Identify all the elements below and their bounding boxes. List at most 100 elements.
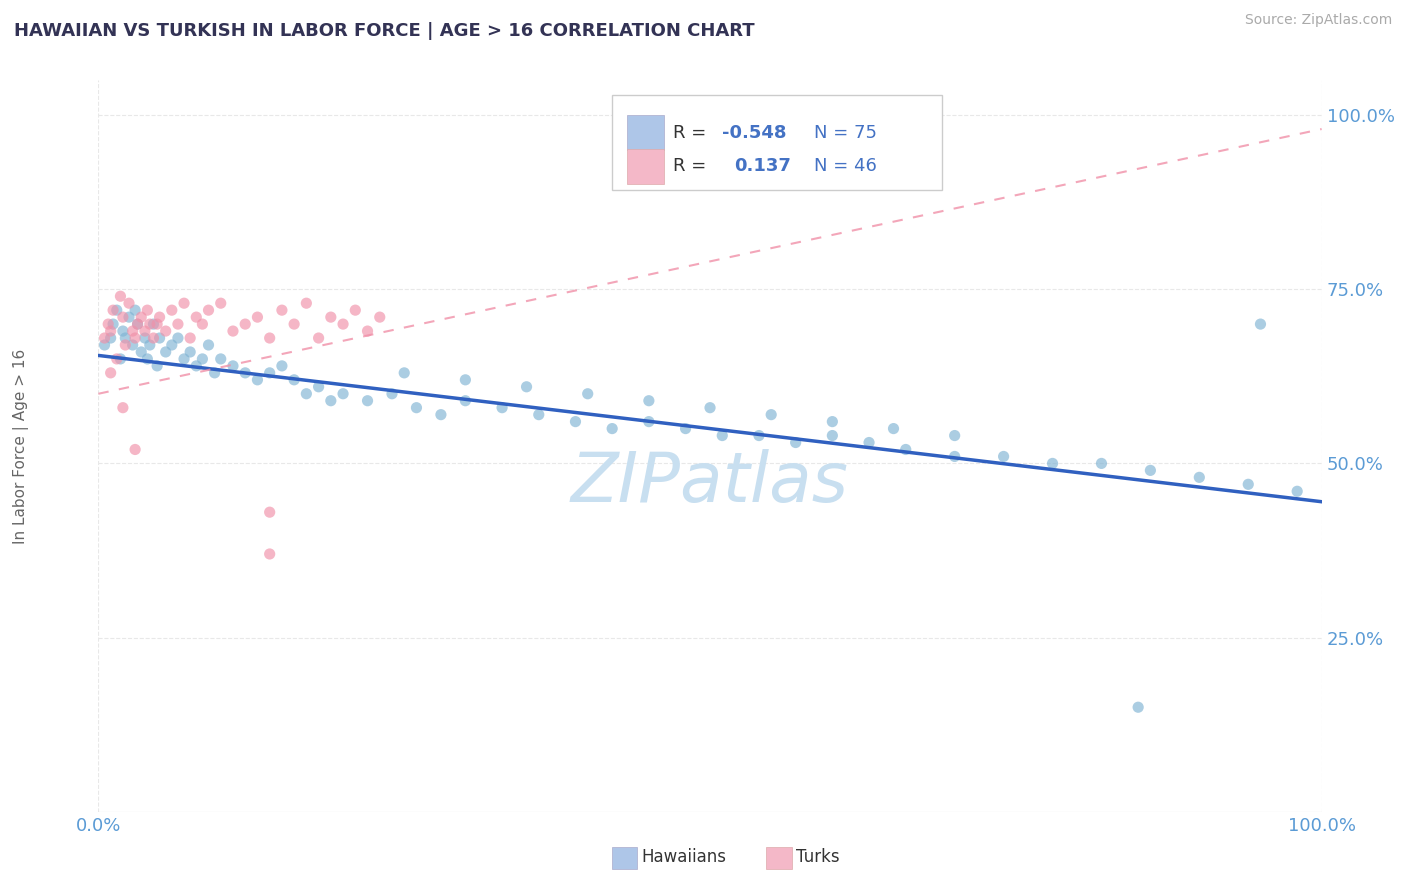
Point (1249, 317, 1271, 331)
Point (295, 296, 318, 310)
Point (93, 331, 115, 345)
Point (711, 428, 734, 442)
Text: -0.548: -0.548 (723, 124, 787, 142)
Text: Source: ZipAtlas.com: Source: ZipAtlas.com (1244, 13, 1392, 28)
Point (186, 359, 208, 373)
Point (222, 324, 245, 338)
Point (246, 310, 269, 325)
Point (179, 345, 201, 359)
Point (821, 428, 844, 442)
Point (527, 408, 550, 422)
Point (114, 331, 136, 345)
Point (111, 401, 134, 415)
Point (100, 331, 122, 345)
Point (454, 393, 477, 408)
Point (515, 380, 537, 394)
Point (356, 393, 378, 408)
Point (637, 415, 661, 429)
Point (308, 331, 330, 345)
Point (405, 401, 427, 415)
Point (111, 310, 134, 325)
Point (491, 401, 513, 415)
Text: Turks: Turks (796, 848, 839, 866)
Point (259, 366, 281, 380)
Point (430, 408, 453, 422)
Point (149, 331, 172, 345)
Point (785, 435, 807, 450)
Point (259, 547, 281, 561)
Point (392, 366, 416, 380)
Point (993, 450, 1015, 464)
Bar (627, 115, 664, 151)
Point (259, 505, 281, 519)
Text: In Labor Force | Age > 16: In Labor Force | Age > 16 (13, 349, 30, 543)
Point (167, 317, 190, 331)
Point (637, 393, 661, 408)
Point (110, 289, 132, 303)
Text: HAWAIIAN VS TURKISH IN LABOR FORCE | AGE > 16 CORRELATION CHART: HAWAIIAN VS TURKISH IN LABOR FORCE | AGE… (14, 22, 755, 40)
Point (124, 331, 146, 345)
Point (129, 310, 152, 325)
Point (139, 338, 162, 352)
Point (319, 393, 342, 408)
Point (270, 303, 294, 318)
Point (114, 338, 136, 352)
Point (319, 310, 342, 325)
Point (295, 386, 318, 401)
Text: R =: R = (673, 124, 713, 142)
Point (209, 351, 232, 366)
Point (204, 366, 226, 380)
Point (1090, 457, 1112, 471)
Point (761, 408, 783, 422)
Text: ZIPatlas: ZIPatlas (571, 449, 849, 516)
Point (600, 421, 623, 435)
Point (209, 296, 232, 310)
Point (146, 317, 169, 331)
Point (139, 317, 162, 331)
Point (270, 359, 294, 373)
Bar (627, 149, 664, 184)
Point (1128, 700, 1150, 714)
Point (129, 345, 152, 359)
Point (356, 324, 378, 338)
Point (136, 351, 159, 366)
Point (197, 303, 219, 318)
Point (308, 380, 330, 394)
Point (155, 345, 177, 359)
Point (136, 303, 159, 318)
Point (894, 442, 917, 457)
Point (160, 338, 183, 352)
Point (943, 450, 966, 464)
Point (1139, 463, 1161, 477)
Point (142, 317, 165, 331)
Point (179, 331, 201, 345)
Point (186, 310, 208, 325)
Point (160, 303, 183, 318)
Point (1042, 457, 1064, 471)
Point (748, 428, 770, 442)
Point (1188, 470, 1211, 484)
Point (943, 428, 966, 442)
Point (155, 324, 177, 338)
Point (101, 317, 124, 331)
Point (124, 303, 146, 318)
Point (191, 317, 214, 331)
Point (100, 324, 122, 338)
Point (105, 351, 128, 366)
Point (97, 317, 120, 331)
Point (134, 324, 156, 338)
Point (381, 386, 404, 401)
Point (576, 386, 599, 401)
Point (167, 331, 190, 345)
Point (564, 415, 586, 429)
Point (127, 317, 149, 331)
Point (259, 331, 281, 345)
Point (222, 359, 245, 373)
Text: 0.137: 0.137 (734, 157, 792, 175)
Point (110, 351, 132, 366)
Point (883, 421, 905, 435)
Point (121, 324, 143, 338)
Text: Hawaiians: Hawaiians (641, 848, 725, 866)
Point (149, 310, 172, 325)
FancyBboxPatch shape (612, 95, 942, 190)
